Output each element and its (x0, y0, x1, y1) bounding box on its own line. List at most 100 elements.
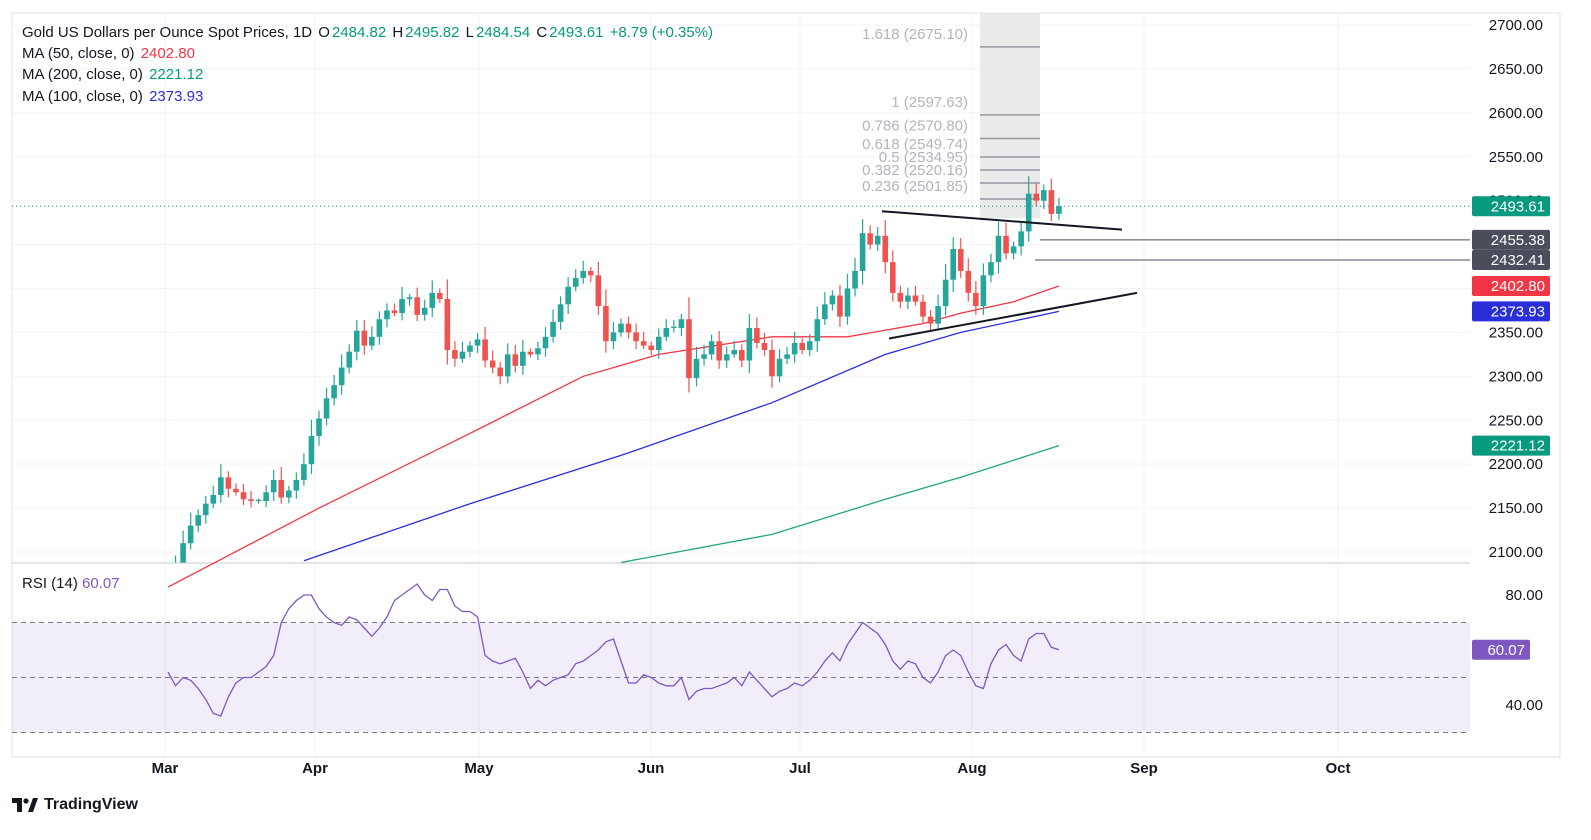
candle-body (716, 341, 722, 361)
candle-body (867, 233, 873, 245)
candle-body (708, 341, 715, 355)
candle-body (286, 490, 292, 498)
candle-body (625, 323, 632, 333)
candle-body (852, 270, 858, 289)
candle-body (202, 503, 209, 516)
price-tick-label: 2250.00 (1489, 412, 1543, 429)
candle-body (323, 398, 330, 419)
candle-body (663, 328, 670, 337)
candle-body (588, 270, 594, 276)
candle-body (890, 262, 896, 293)
candle-body (467, 345, 473, 352)
candle-body (180, 543, 186, 563)
candle-body (557, 304, 564, 322)
grid-lines (11, 12, 1561, 758)
brand-name: TradingView (44, 796, 138, 813)
candle-body (369, 336, 375, 346)
candle-body (572, 277, 579, 287)
fib-level-label: 0.236 (2501.85) (862, 178, 968, 195)
candle-body (361, 330, 368, 346)
candle-body (950, 248, 956, 280)
trendlines[interactable] (12, 205, 1470, 340)
candle-body (429, 292, 436, 308)
candle-body (437, 292, 443, 300)
candle-body (693, 358, 700, 379)
candle-body (346, 351, 352, 368)
candle-body (799, 342, 805, 350)
candle-body (686, 319, 692, 379)
candle-body (723, 354, 730, 361)
candle-body (444, 299, 451, 350)
candle-body (648, 345, 654, 350)
candle-body (1003, 235, 1009, 254)
rsi-pane: 80.00 40.00 60.07 (12, 583, 1543, 733)
price-tick-label: 2350.00 (1489, 324, 1543, 341)
fib-level-label: 0.618 (2549.74) (862, 136, 968, 153)
candle-body (391, 310, 398, 314)
candle-body (671, 326, 677, 329)
fibonacci-extension[interactable]: 1.618 (2675.10) 1 (2597.63) 0.786 (2570.80… (862, 13, 1040, 219)
lower-trendline (888, 291, 1138, 340)
candle-body (1048, 190, 1055, 214)
chart-border (11, 12, 1561, 758)
candle-body (746, 328, 753, 361)
open-value: 2484.82 (331, 24, 387, 41)
candle-body (814, 319, 821, 342)
candle-body (187, 525, 194, 544)
candle-body (882, 235, 889, 263)
candlesticks (174, 176, 1062, 563)
tradingview-logo[interactable]: TradingView (12, 796, 138, 814)
candle-body (988, 262, 994, 276)
price-tick-label: 2100.00 (1489, 544, 1543, 561)
fib-level-label: 1.618 (2675.10) (862, 26, 968, 43)
month-label: Jun (638, 760, 665, 777)
ma200-line (620, 444, 1060, 564)
candle-body (233, 488, 239, 493)
candle-body (293, 479, 300, 491)
candle-body (784, 354, 790, 359)
candle-body (633, 332, 639, 342)
price-tag-label: 2455.38 (1491, 232, 1545, 249)
candle-body (353, 330, 360, 352)
candle-body (399, 299, 405, 314)
ma50-legend: MA (50, close, 0) 2402.80 (22, 45, 197, 62)
rsi-tick-label: 40.00 (1505, 697, 1543, 714)
ma50-label: MA (50, close, 0) (22, 45, 135, 62)
candle-body (255, 499, 262, 502)
candle-body (761, 342, 768, 350)
candle-body (791, 342, 798, 355)
upper-trendline (881, 210, 1123, 231)
candle-body (482, 339, 488, 361)
close-label: C (536, 24, 548, 41)
price-tag (1472, 250, 1550, 271)
high-label: H (392, 24, 404, 41)
candle-body (859, 233, 866, 271)
candle-body (263, 492, 269, 502)
candle-body (452, 349, 458, 359)
candle-body (905, 295, 911, 302)
candle-body (527, 351, 534, 355)
low-value: 2484.54 (475, 24, 531, 41)
candle-body (459, 351, 466, 359)
month-label: Oct (1325, 760, 1350, 777)
candle-body (270, 479, 277, 493)
candle-body (678, 319, 685, 329)
candle-body (1033, 193, 1040, 201)
candle-body (957, 248, 964, 271)
month-label: Mar (152, 760, 179, 777)
rsi-value: 60.07 (82, 575, 120, 592)
candle-body (406, 297, 413, 300)
candle-body (225, 477, 232, 489)
rsi-tag (1472, 639, 1530, 660)
candle-body (822, 304, 828, 320)
fib-level-label: 0.382 (2520.16) (862, 162, 968, 179)
price-tag-label: 2432.41 (1491, 252, 1545, 269)
rsi-tag-label: 60.07 (1487, 642, 1525, 659)
candle-body (376, 319, 383, 337)
candle-body (384, 310, 390, 320)
rsi-legend: RSI (14) 60.07 (22, 575, 120, 592)
candle-body (739, 349, 745, 361)
price-axis[interactable]: 2100.00 2150.00 2200.00 2250.00 2300.00 2350.… (1472, 17, 1550, 561)
time-axis[interactable]: Mar Apr May Jun Jul Aug Sep Oct (152, 760, 1351, 777)
